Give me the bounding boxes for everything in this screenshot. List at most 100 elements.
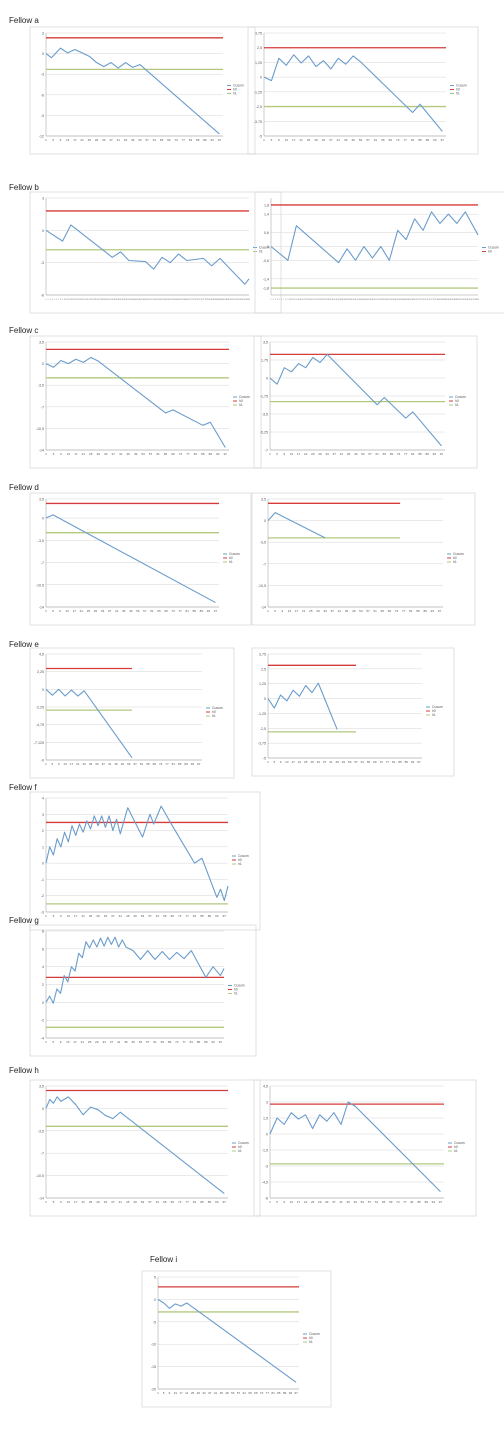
x-tick-label: 13	[67, 452, 71, 456]
x-tick-label: 93	[433, 138, 437, 142]
y-tick-label: -6	[265, 1197, 268, 1201]
x-tick-label: 85	[416, 609, 420, 613]
x-tick-label: 61	[156, 1200, 160, 1204]
y-tick-label: 0	[42, 52, 44, 56]
x-tick-label: 55	[384, 299, 386, 301]
x-tick-label: 33	[102, 1040, 106, 1044]
x-tick-label: 85	[201, 452, 205, 456]
x-tick-label: 97	[244, 299, 246, 301]
x-tick-label: 37	[110, 1040, 114, 1044]
x-tick-label: 69	[373, 760, 377, 764]
x-tick-label: 81	[194, 452, 198, 456]
y-tick-label: 0	[264, 519, 266, 523]
chart-frame	[251, 647, 455, 777]
x-tick-label: 78	[205, 299, 207, 301]
y-tick-label: 0	[264, 697, 266, 701]
legend-label: Cusum	[238, 854, 249, 858]
x-tick-label: 41	[337, 138, 341, 142]
x-tick-label: 27	[99, 299, 101, 301]
x-tick-label: 12	[68, 299, 70, 301]
x-tick-label: 95	[469, 299, 471, 301]
x-tick-label: 76	[429, 299, 431, 301]
x-tick-label: 93	[236, 299, 238, 301]
x-tick-label: 81	[411, 452, 415, 456]
y-tick-label: 3,5	[39, 1085, 44, 1089]
x-tick-label: 5	[276, 1200, 278, 1204]
x-tick-label: 3	[50, 299, 51, 301]
x-tick-label: 98	[475, 299, 477, 301]
cusum-series-line	[45, 936, 225, 1004]
legend-label: Cusum	[432, 705, 443, 709]
y-tick-label: 2,5	[257, 46, 262, 50]
x-tick-label: 33	[104, 452, 108, 456]
x-tick-label: 89	[283, 1391, 287, 1395]
cusum-series-line	[267, 682, 338, 730]
cusum-chart: 3 0 -3 -6 -9 -121 5 9 13 17 21 25 29 33 37 41 45 49 53 57 61…	[29, 26, 256, 155]
x-tick-label: 99	[477, 299, 479, 301]
x-tick-label: 9	[60, 1040, 62, 1044]
x-tick-label: 33	[95, 762, 99, 766]
x-tick-label: 77	[403, 1200, 407, 1204]
x-tick-label: 21	[80, 138, 84, 142]
x-tick-label: 37	[111, 914, 115, 918]
x-tick-label: 1	[157, 1391, 159, 1395]
y-tick-label: -1	[41, 878, 44, 882]
x-tick-label: 1	[271, 299, 272, 301]
x-tick-label: 65	[163, 914, 167, 918]
x-tick-label: 41	[119, 1200, 123, 1204]
x-tick-label: 95	[240, 299, 242, 301]
y-tick-label: -5	[263, 757, 266, 761]
x-tick-label: 57	[148, 1200, 152, 1204]
x-tick-label: 42	[130, 299, 132, 301]
x-tick-label: 3	[275, 299, 276, 301]
legend-label: h1	[229, 560, 233, 564]
x-tick-label: 17	[70, 762, 74, 766]
x-tick-label: 69	[171, 452, 175, 456]
y-tick-label: 0	[267, 245, 269, 249]
cusum-chart: 3,5 0 -3,5 -7 -10,5 -141 5 9 13 17 21 25 29 33 37 41 45 4…	[29, 335, 262, 469]
x-tick-label: 85	[417, 1200, 421, 1204]
y-tick-label: -1,25	[254, 90, 262, 94]
x-tick-label: 72	[192, 299, 194, 301]
x-tick-label: 53	[380, 299, 382, 301]
x-tick-label: 13	[290, 452, 294, 456]
x-tick-label: 33	[323, 609, 327, 613]
x-tick-label: 49	[354, 452, 358, 456]
x-tick-label: 5	[271, 138, 273, 142]
x-tick-label: 55	[157, 299, 159, 301]
x-tick-label: 93	[432, 1200, 436, 1204]
x-tick-label: 81	[392, 760, 396, 764]
x-tick-label: 21	[185, 1391, 189, 1395]
x-tick-label: 73	[422, 299, 424, 301]
x-tick-label: 77	[185, 914, 189, 918]
x-tick-label: 57	[143, 609, 147, 613]
x-tick-label: 27	[325, 299, 327, 301]
x-tick-label: 61	[375, 1200, 379, 1204]
x-tick-label: 39	[350, 299, 352, 301]
x-tick-label: 17	[292, 138, 296, 142]
cusum-series-line	[263, 54, 443, 132]
x-tick-label: 9	[60, 1200, 62, 1204]
y-tick-label: -1,8	[263, 287, 269, 291]
x-tick-label: 21	[80, 609, 84, 613]
legend-label: Cusum	[259, 246, 270, 250]
x-tick-label: 37	[120, 299, 122, 301]
x-tick-label: 97	[417, 760, 421, 764]
chart-frame	[29, 335, 262, 469]
x-tick-label: 20	[310, 299, 312, 301]
x-tick-label: 85	[196, 138, 200, 142]
x-tick-label: 69	[167, 138, 171, 142]
x-tick-label: 53	[153, 299, 155, 301]
x-tick-label: 45	[345, 609, 349, 613]
x-tick-label: 34	[113, 299, 115, 301]
x-tick-label: 73	[174, 138, 178, 142]
x-tick-label: 67	[182, 299, 184, 301]
x-tick-label: 14	[72, 299, 74, 301]
x-tick-label: 9	[59, 609, 61, 613]
x-tick-label: 77	[403, 138, 407, 142]
x-tick-label: 97	[223, 914, 227, 918]
x-tick-label: 89	[423, 609, 427, 613]
x-tick-label: 81	[186, 609, 190, 613]
cusum-chart: 4,52,250-2,25-4,75-7,125-91 5 9 13 17 21 25 29 3…	[29, 647, 235, 779]
legend-label: h1	[453, 560, 457, 564]
